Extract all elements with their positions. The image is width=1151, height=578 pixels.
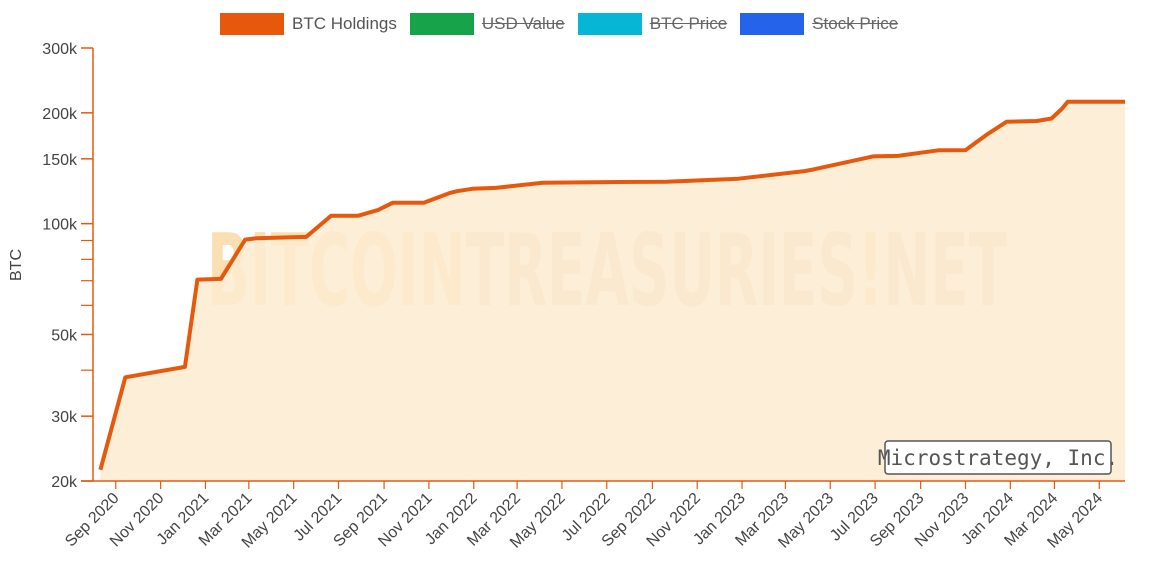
legend-item-stock-price[interactable]: Stock Price	[740, 13, 898, 35]
y-axis-title: BTC	[8, 249, 25, 281]
legend-label: USD Value	[481, 14, 565, 33]
y-tick-label: 30k	[51, 409, 78, 426]
company-label: Microstrategy, Inc.	[878, 440, 1118, 475]
legend-swatch	[409, 13, 474, 35]
legend-swatch	[740, 13, 805, 35]
legend-swatch	[577, 13, 642, 35]
legend-item-usd-value[interactable]: USD Value	[409, 13, 565, 35]
company-label-text: Microstrategy, Inc.	[878, 446, 1118, 470]
y-tick-label: 50k	[51, 327, 78, 344]
legend-label: BTC Price	[649, 14, 728, 33]
y-tick-label: 300k	[42, 41, 78, 58]
chart-legend: BTC Holdings USD Value BTC Price Stock Pric…	[220, 12, 911, 36]
legend-label: Stock Price	[812, 14, 899, 33]
y-tick-label: 100k	[42, 217, 78, 234]
legend-item-btc-holdings[interactable]: BTC Holdings	[220, 13, 397, 35]
legend-swatch	[220, 13, 284, 35]
company-label-box	[884, 440, 1112, 475]
y-tick-label: 200k	[42, 106, 78, 123]
legend-item-btc-price[interactable]: BTC Price	[577, 13, 728, 35]
btc-holdings-area	[100, 101, 1125, 481]
y-tick-label: 20k	[51, 474, 78, 491]
y-tick-label: 150k	[42, 152, 78, 169]
legend-label: BTC Holdings	[292, 14, 397, 33]
btc-holdings-line	[98, 99, 1125, 471]
